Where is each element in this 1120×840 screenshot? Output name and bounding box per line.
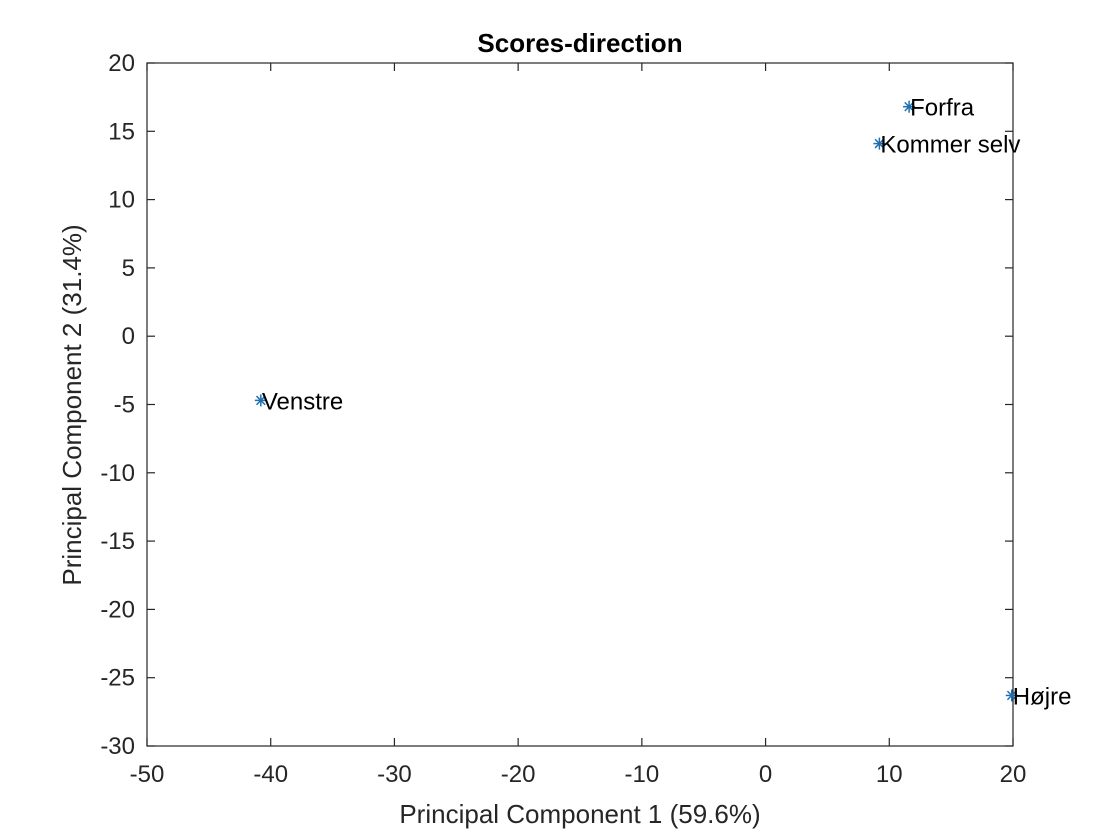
x-tick-label: -10 xyxy=(625,761,660,788)
y-tick-label: 10 xyxy=(108,187,135,214)
x-tick-label: -50 xyxy=(130,761,165,788)
plot-area xyxy=(146,62,1014,747)
y-tick-label: -20 xyxy=(100,596,135,623)
x-ticks: -50 -40 -30 -20 -10 0 10 20 xyxy=(130,63,1027,788)
x-tick-label: 20 xyxy=(1000,761,1027,788)
point-label: Forfra xyxy=(910,95,975,122)
data-points: Forfra Kommer selv Venstre Højre xyxy=(254,95,1072,710)
y-tick-label: 0 xyxy=(122,323,135,350)
y-axis-label: Principal Component 2 (31.4%) xyxy=(57,224,87,585)
point-label: Kommer selv xyxy=(880,132,1020,159)
x-axis-label: Principal Component 1 (59.6%) xyxy=(399,799,760,829)
chart-title: Scores-direction xyxy=(477,28,682,58)
y-tick-label: 20 xyxy=(108,50,135,77)
x-tick-label: -40 xyxy=(253,761,288,788)
y-tick-label: -15 xyxy=(100,528,135,555)
point-label: Venstre xyxy=(262,388,343,415)
x-tick-label: 10 xyxy=(876,761,903,788)
y-ticks: -30 -25 -20 -15 -10 -5 0 5 10 15 20 xyxy=(100,50,1013,760)
y-tick-label: 5 xyxy=(122,255,135,282)
asterisk-marker xyxy=(254,394,267,407)
x-tick-label: 0 xyxy=(759,761,772,788)
y-tick-label: -25 xyxy=(100,665,135,692)
x-tick-label: -30 xyxy=(377,761,412,788)
asterisk-marker xyxy=(1005,689,1018,702)
point-label: Højre xyxy=(1013,683,1072,710)
y-tick-label: -30 xyxy=(100,733,135,760)
y-tick-label: -5 xyxy=(114,392,135,419)
y-tick-label: -10 xyxy=(100,460,135,487)
asterisk-marker xyxy=(873,137,886,150)
x-tick-label: -20 xyxy=(501,761,536,788)
y-tick-label: 15 xyxy=(108,118,135,145)
asterisk-marker xyxy=(903,100,916,113)
